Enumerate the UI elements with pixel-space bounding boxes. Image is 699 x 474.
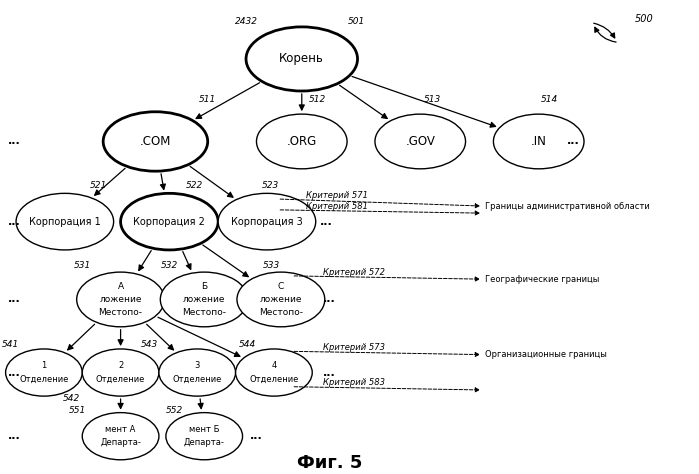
Text: 551: 551 [69,406,86,415]
Ellipse shape [237,272,325,327]
Ellipse shape [159,349,236,396]
Text: Корпорация 2: Корпорация 2 [134,217,206,227]
Text: ...: ... [8,431,21,441]
Text: Организационные границы: Организационные границы [485,350,607,359]
Text: .COM: .COM [140,135,171,148]
Text: Корпорация 3: Корпорация 3 [231,217,303,227]
Text: Географические границы: Географические границы [485,274,600,283]
Text: Отделение: Отделение [20,374,69,383]
Text: Корень: Корень [280,53,324,65]
Text: Местопо-: Местопо- [259,308,303,317]
Text: 541: 541 [2,340,19,349]
Text: ...: ... [8,217,21,227]
Text: 552: 552 [166,406,183,415]
Text: 531: 531 [73,261,91,270]
Ellipse shape [246,27,357,91]
Text: Местопо-: Местопо- [99,308,143,317]
Text: 2432: 2432 [235,17,257,26]
Ellipse shape [160,272,248,327]
Text: 532: 532 [161,261,178,270]
Ellipse shape [236,349,312,396]
Ellipse shape [103,112,208,171]
Text: ...: ... [567,137,580,146]
Text: 513: 513 [424,95,441,104]
Text: Департа-: Департа- [184,438,224,447]
Text: Отделение: Отделение [250,374,298,383]
Text: 543: 543 [141,340,159,349]
Text: 533: 533 [263,261,280,270]
Ellipse shape [218,193,316,250]
Text: Критерий 571: Критерий 571 [306,191,368,200]
Text: Критерий 572: Критерий 572 [323,268,384,277]
Text: 500: 500 [635,14,654,24]
Text: ...: ... [323,294,336,304]
Text: Отделение: Отделение [96,374,145,383]
Text: 511: 511 [199,95,216,104]
Text: 542: 542 [63,394,80,403]
Text: 514: 514 [541,95,559,104]
Text: 1: 1 [41,362,47,371]
Text: ...: ... [320,217,333,227]
Text: ложение: ложение [99,295,142,304]
Ellipse shape [6,349,82,396]
Ellipse shape [493,114,584,169]
Ellipse shape [375,114,466,169]
Text: 521: 521 [89,181,107,190]
Text: 4: 4 [271,362,277,371]
Text: Критерий 583: Критерий 583 [323,378,384,387]
Text: ...: ... [8,294,21,304]
Text: 544: 544 [239,340,256,349]
Text: мент Б: мент Б [189,425,219,434]
Text: 2: 2 [118,362,123,371]
Text: 501: 501 [347,17,365,26]
Text: Корпорация 1: Корпорация 1 [29,217,101,227]
Text: А: А [117,282,124,291]
Text: Департа-: Департа- [100,438,141,447]
Text: Фиг. 5: Фиг. 5 [297,454,362,472]
Text: Отделение: Отделение [173,374,222,383]
Text: .ORG: .ORG [287,135,317,148]
Text: Критерий 581: Критерий 581 [306,201,368,210]
Ellipse shape [16,193,114,250]
Text: 523: 523 [262,181,279,190]
Text: мент А: мент А [106,425,136,434]
Text: ...: ... [323,367,336,377]
Text: Границы административной области: Границы административной области [485,201,650,210]
Text: .IN: .IN [531,135,547,148]
Text: 522: 522 [186,181,203,190]
Text: ложение: ложение [259,295,302,304]
Ellipse shape [77,272,164,327]
Text: ...: ... [250,431,263,441]
Ellipse shape [166,413,243,460]
Text: ложение: ложение [183,295,226,304]
Ellipse shape [82,349,159,396]
Text: 3: 3 [194,362,200,371]
Ellipse shape [257,114,347,169]
Text: Критерий 573: Критерий 573 [323,343,384,352]
Text: .GOV: .GOV [405,135,435,148]
Text: ...: ... [8,367,21,377]
Text: Местопо-: Местопо- [182,308,226,317]
Ellipse shape [82,413,159,460]
Text: ...: ... [8,137,21,146]
Text: С: С [278,282,284,291]
Ellipse shape [121,193,218,250]
Text: Б: Б [201,282,208,291]
Text: 512: 512 [308,95,326,104]
